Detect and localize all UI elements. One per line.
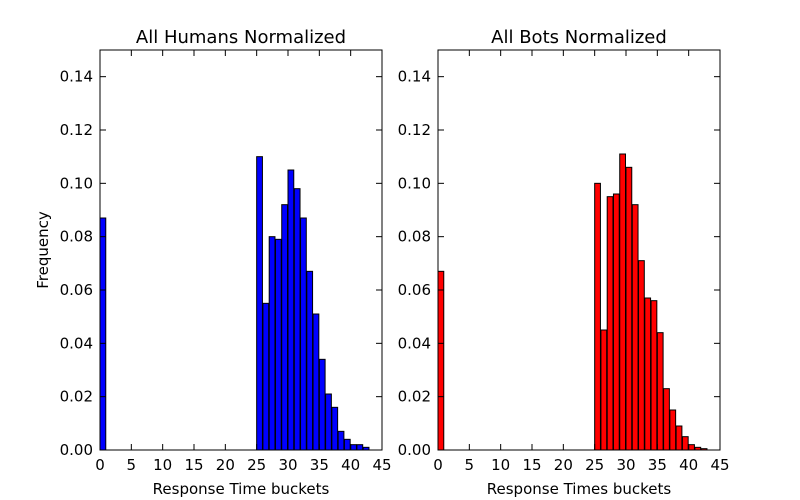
bots-bar xyxy=(606,196,614,451)
humans-bar xyxy=(262,302,270,451)
bots-bar xyxy=(663,388,670,451)
bots-chart-bars xyxy=(437,153,708,451)
humans-ytick-label: 0.02 xyxy=(60,388,93,406)
humans-bar xyxy=(99,217,107,451)
humans-ytick-label: 0.04 xyxy=(60,334,93,352)
humans-chart-ticks: 0 5 10 15 20 25 30 35 40 45 0.00 0.02 0.04 0.06 0.08 0.… xyxy=(60,50,392,474)
bots-bar xyxy=(681,436,689,451)
bots-xtick-label: 20 xyxy=(554,456,573,474)
humans-ytick-label: 0.08 xyxy=(60,228,93,246)
bots-ytick-label: 0.04 xyxy=(398,334,431,352)
humans-chart-title: All Humans Normalized xyxy=(136,27,346,48)
bots-xtick-label: 45 xyxy=(710,456,729,474)
humans-chart-xlabel: Response Time buckets xyxy=(153,480,330,498)
humans-ytick-label: 0.06 xyxy=(60,281,93,299)
bots-xtick-label: 35 xyxy=(648,456,667,474)
bots-bar xyxy=(644,297,652,451)
bots-chart-frame xyxy=(437,49,721,451)
bots-ytick-label: 0.00 xyxy=(398,441,431,459)
humans-bar xyxy=(318,358,326,451)
humans-xtick-label: 5 xyxy=(127,456,137,474)
bots-ytick-label: 0.10 xyxy=(398,174,431,192)
humans-xtick-label: 10 xyxy=(153,456,172,474)
humans-bar xyxy=(268,236,276,451)
bots-ytick-label: 0.14 xyxy=(398,68,431,86)
bots-bar xyxy=(437,270,445,451)
bots-xtick-label: 0 xyxy=(433,456,443,474)
humans-xtick-label: 25 xyxy=(247,456,266,474)
humans-xtick-label: 45 xyxy=(372,456,391,474)
bots-chart-title: All Bots Normalized xyxy=(491,27,667,48)
bots-bar xyxy=(600,329,608,451)
humans-ytick-label: 0.00 xyxy=(60,441,93,459)
bots-bar xyxy=(669,409,677,451)
humans-bar xyxy=(281,204,288,451)
bots-xtick-label: 5 xyxy=(465,456,475,474)
humans-bar xyxy=(312,313,320,451)
bots-xtick-label: 10 xyxy=(491,456,510,474)
humans-ytick-label: 0.12 xyxy=(60,121,93,139)
humans-bar xyxy=(256,156,263,451)
humans-chart-bars xyxy=(99,156,370,451)
bots-xtick-label: 40 xyxy=(679,456,698,474)
humans-bar xyxy=(274,238,282,451)
humans-bar xyxy=(331,406,339,451)
humans-xtick-label: 20 xyxy=(216,456,235,474)
bots-bar xyxy=(688,444,695,451)
humans-xtick-label: 0 xyxy=(95,456,105,474)
bots-bar xyxy=(638,260,645,451)
humans-bar xyxy=(293,188,301,451)
bots-bar xyxy=(619,153,626,451)
bots-xtick-label: 15 xyxy=(522,456,541,474)
humans-xtick-label: 40 xyxy=(341,456,360,474)
bots-ytick-label: 0.12 xyxy=(398,121,431,139)
bots-ytick-label: 0.02 xyxy=(398,388,431,406)
humans-bar xyxy=(287,169,295,451)
humans-xtick-label: 35 xyxy=(310,456,329,474)
humans-xtick-label: 30 xyxy=(278,456,297,474)
bots-chart-xlabel: Response Times buckets xyxy=(487,480,672,498)
humans-chart-frame xyxy=(99,49,383,451)
humans-bar xyxy=(356,444,364,451)
bots-bar xyxy=(656,332,664,451)
humans-bar xyxy=(350,444,357,451)
humans-ytick-label: 0.14 xyxy=(60,68,93,86)
humans-chart-ylabel: Frequency xyxy=(34,211,52,289)
humans-bar xyxy=(300,217,307,451)
bots-bar xyxy=(594,182,601,451)
humans-bar xyxy=(343,438,351,451)
bots-bar xyxy=(650,300,658,451)
bots-bar xyxy=(625,166,633,451)
humans-bar xyxy=(337,430,345,451)
bots-bar xyxy=(612,193,620,451)
bots-ytick-label: 0.06 xyxy=(398,281,431,299)
humans-ytick-label: 0.10 xyxy=(60,174,93,192)
humans-chart: All Humans Normalized Response Time buck… xyxy=(34,27,392,498)
humans-xtick-label: 15 xyxy=(184,456,203,474)
humans-bar xyxy=(325,393,332,451)
bots-chart-ticks: 0 5 10 15 20 25 30 35 40 45 0.00 0.02 0.04 0.06 0.08 0.… xyxy=(398,50,730,474)
bots-ytick-label: 0.08 xyxy=(398,228,431,246)
bots-chart: All Bots Normalized Response Times bucke… xyxy=(398,27,730,498)
bots-xtick-label: 30 xyxy=(616,456,635,474)
humans-bar xyxy=(306,270,314,451)
bots-bar xyxy=(675,425,683,451)
bots-xtick-label: 25 xyxy=(585,456,604,474)
bots-bar xyxy=(631,204,639,451)
